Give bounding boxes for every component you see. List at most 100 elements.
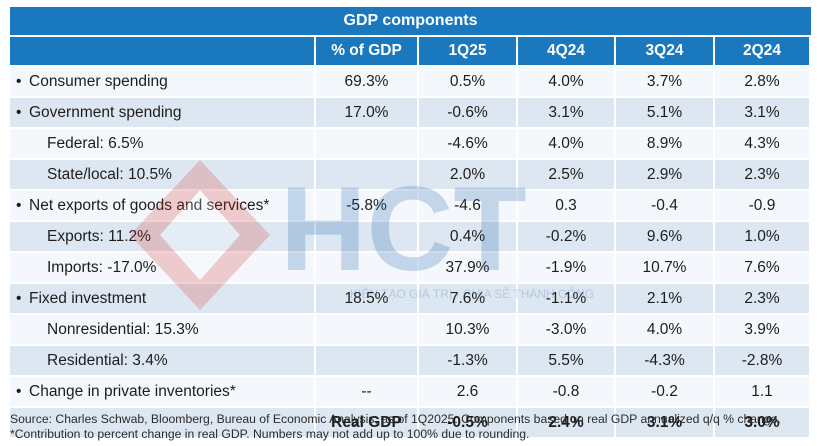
table-row: • Fixed investment 18.5% 7.6% -1.1% 2.1% 2.3% (10, 284, 811, 315)
cell-1q25: -4.6 (419, 191, 518, 222)
cell-4q24: -3.0% (518, 315, 616, 346)
row-label-text: State/local: 10.5% (47, 165, 172, 183)
row-label: • Government spending (10, 98, 316, 129)
cell-3q24: 3.7% (616, 67, 715, 98)
row-label: • Fixed investment (10, 284, 316, 315)
table-row: Imports: -17.0% 37.9% -1.9% 10.7% 7.6% (10, 253, 811, 284)
gdp-components-table: % of GDP 1Q25 4Q24 3Q24 2Q24 • Consumer s… (10, 35, 811, 439)
cell-2q24: 3.1% (715, 98, 811, 129)
cell-3q24: 4.0% (616, 315, 715, 346)
cell-2q24: 3.9% (715, 315, 811, 346)
row-label: Imports: -17.0% (10, 253, 316, 284)
cell-2q24: 2.3% (715, 284, 811, 315)
cell-pct-gdp (316, 129, 419, 160)
cell-pct-gdp: 69.3% (316, 67, 419, 98)
header-1q25: 1Q25 (419, 35, 518, 67)
row-label: • Change in private inventories* (10, 377, 316, 408)
cell-3q24: 9.6% (616, 222, 715, 253)
cell-3q24: -0.4 (616, 191, 715, 222)
row-label-text: Nonresidential: 15.3% (47, 320, 199, 338)
cell-pct-gdp: 17.0% (316, 98, 419, 129)
cell-2q24: 2.8% (715, 67, 811, 98)
row-label-text: Exports: 11.2% (47, 227, 151, 245)
table-row: • Government spending 17.0% -0.6% 3.1% 5.1% 3.… (10, 98, 811, 129)
header-pct-gdp: % of GDP (316, 35, 419, 67)
total-label: Real GDP (316, 408, 419, 439)
row-label: Exports: 11.2% (10, 222, 316, 253)
cell-2q24: 7.6% (715, 253, 811, 284)
row-label: • Net exports of goods and services* (10, 191, 316, 222)
row-label-text: Federal: 6.5% (47, 134, 144, 152)
cell-1q25: 2.0% (419, 160, 518, 191)
table-row: Nonresidential: 15.3% 10.3% -3.0% 4.0% 3.9% (10, 315, 811, 346)
cell-3q24: 10.7% (616, 253, 715, 284)
bullet-icon: • (16, 72, 22, 90)
cell-1q25: 2.6 (419, 377, 518, 408)
cell-1q25: 0.5% (419, 67, 518, 98)
header-3q24: 3Q24 (616, 35, 715, 67)
cell-4q24: 3.1% (518, 98, 616, 129)
bullet-icon: • (16, 103, 22, 121)
cell-2q24: -2.8% (715, 346, 811, 377)
total-2q24: 3.0% (715, 408, 811, 439)
cell-pct-gdp: 18.5% (316, 284, 419, 315)
cell-3q24: -0.2 (616, 377, 715, 408)
cell-3q24: -4.3% (616, 346, 715, 377)
cell-pct-gdp (316, 222, 419, 253)
cell-pct-gdp (316, 160, 419, 191)
cell-2q24: 4.3% (715, 129, 811, 160)
cell-4q24: 2.5% (518, 160, 616, 191)
row-label-text: Fixed investment (29, 289, 147, 307)
cell-2q24: -0.9 (715, 191, 811, 222)
cell-4q24: 4.0% (518, 129, 616, 160)
cell-pct-gdp (316, 315, 419, 346)
total-1q25: -0.5% (419, 408, 518, 439)
table-row: • Net exports of goods and services* -5.8%… (10, 191, 811, 222)
bullet-icon: • (16, 196, 22, 214)
row-label: State/local: 10.5% (10, 160, 316, 191)
cell-pct-gdp (316, 253, 419, 284)
cell-1q25: 37.9% (419, 253, 518, 284)
row-label-text: Imports: -17.0% (47, 258, 157, 276)
header-4q24: 4Q24 (518, 35, 616, 67)
total-empty-cell (10, 408, 316, 439)
cell-pct-gdp (316, 346, 419, 377)
header-label (10, 35, 316, 67)
table-row: Residential: 3.4% -1.3% 5.5% -4.3% -2.8% (10, 346, 811, 377)
row-label-text: Residential: 3.4% (47, 351, 168, 369)
row-label: • Consumer spending (10, 67, 316, 98)
gdp-table-container: GDP components % of GDP 1Q25 4Q24 3Q24 2… (10, 7, 811, 439)
cell-3q24: 5.1% (616, 98, 715, 129)
total-row: Real GDP -0.5% 2.4% 3.1% 3.0% (10, 408, 811, 439)
total-3q24: 3.1% (616, 408, 715, 439)
cell-1q25: -0.6% (419, 98, 518, 129)
cell-1q25: -4.6% (419, 129, 518, 160)
header-2q24: 2Q24 (715, 35, 811, 67)
row-label: Residential: 3.4% (10, 346, 316, 377)
source-footnote: Source: Charles Schwab, Bloomberg, Burea… (10, 412, 781, 441)
table-title: GDP components (10, 7, 811, 35)
row-label: Federal: 6.5% (10, 129, 316, 160)
table-row: • Change in private inventories* -- 2.6 -0.8… (10, 377, 811, 408)
cell-pct-gdp: -5.8% (316, 191, 419, 222)
table-row: Exports: 11.2% 0.4% -0.2% 9.6% 1.0% (10, 222, 811, 253)
bullet-icon: • (16, 382, 22, 400)
cell-4q24: -1.1% (518, 284, 616, 315)
table-row: State/local: 10.5% 2.0% 2.5% 2.9% 2.3% (10, 160, 811, 191)
cell-1q25: 10.3% (419, 315, 518, 346)
row-label: Nonresidential: 15.3% (10, 315, 316, 346)
cell-1q25: 7.6% (419, 284, 518, 315)
cell-4q24: -0.2% (518, 222, 616, 253)
cell-pct-gdp: -- (316, 377, 419, 408)
table-row: Federal: 6.5% -4.6% 4.0% 8.9% 4.3% (10, 129, 811, 160)
row-label-text: Change in private inventories* (29, 382, 236, 400)
cell-4q24: -0.8 (518, 377, 616, 408)
total-4q24: 2.4% (518, 408, 616, 439)
cell-4q24: 0.3 (518, 191, 616, 222)
row-label-text: Net exports of goods and services* (29, 196, 270, 214)
row-label-text: Consumer spending (29, 72, 168, 90)
cell-2q24: 1.1 (715, 377, 811, 408)
cell-4q24: 4.0% (518, 67, 616, 98)
cell-1q25: 0.4% (419, 222, 518, 253)
bullet-icon: • (16, 289, 22, 307)
